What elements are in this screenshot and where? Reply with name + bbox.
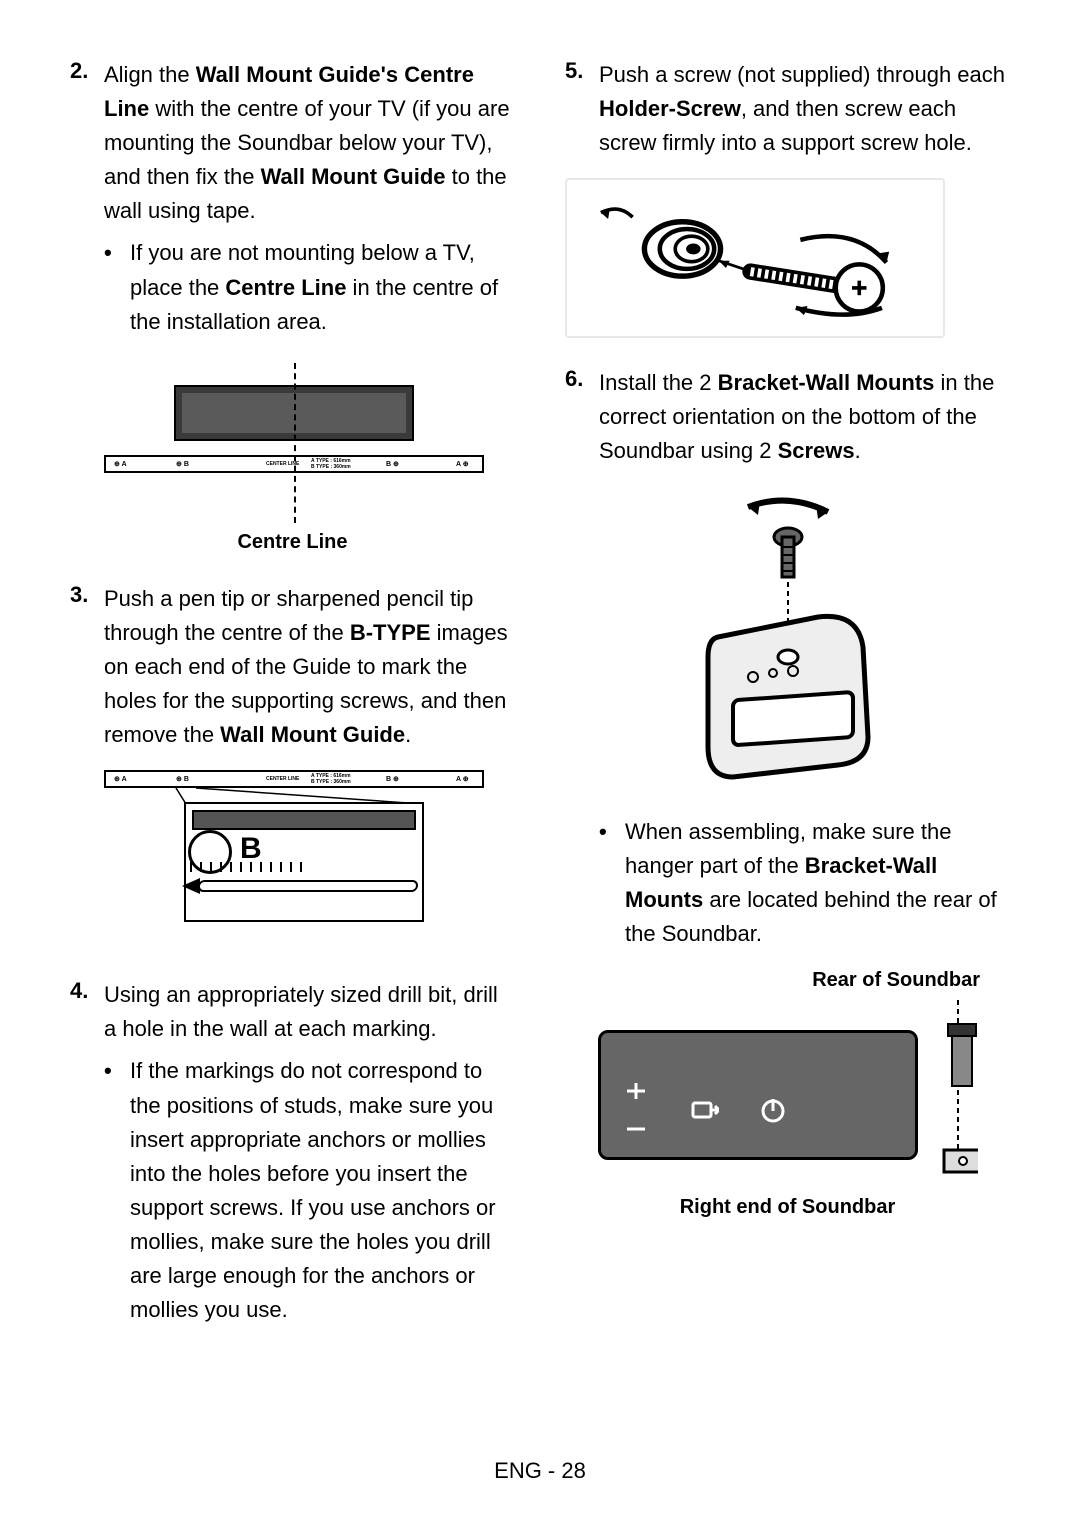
columns: 2. Align the Wall Mount Guide's Centre L…	[70, 58, 1010, 1347]
b-circle-icon	[188, 830, 232, 874]
power-icon	[759, 1097, 787, 1125]
step-number: 4.	[70, 978, 104, 1333]
step-body: Push a pen tip or sharpened pencil tip t…	[104, 582, 515, 752]
strip-label: B ⊕	[386, 460, 399, 468]
step-body: Push a screw (not supplied) through each…	[599, 58, 1010, 160]
text-bold: Wall Mount Guide	[261, 164, 446, 189]
text-bold: Wall Mount Guide	[220, 722, 405, 747]
text-bold: B-TYPE	[350, 620, 431, 645]
soundbar-controls	[621, 1081, 787, 1141]
strip-label: ⊕ B	[176, 460, 189, 468]
text-bold: Centre Line	[225, 275, 346, 300]
figure-pencil-mark: ⊕ A ⊕ B CENTER LINE A TYPE : 616mm B TYP…	[70, 770, 515, 950]
soundbar-body-icon	[598, 1030, 918, 1160]
step-body: Using an appropriately sized drill bit, …	[104, 978, 515, 1333]
text: Align the	[104, 62, 196, 87]
step-number: 2.	[70, 58, 104, 345]
left-column: 2. Align the Wall Mount Guide's Centre L…	[70, 58, 515, 1347]
step-body: Install the 2 Bracket-Wall Mounts in the…	[599, 366, 1010, 468]
step-number: 6.	[565, 366, 599, 468]
sub-list: If you are not mounting below a TV, plac…	[104, 236, 515, 338]
pencil-icon	[197, 880, 418, 892]
source-icon	[691, 1097, 719, 1125]
text: .	[855, 438, 861, 463]
holder-screw-icon	[577, 190, 933, 326]
figure-bracket-mount	[565, 487, 1010, 787]
b-label: B	[240, 832, 262, 866]
strip-label: ⊕ A	[114, 460, 127, 468]
step-number: 5.	[565, 58, 599, 160]
bracket-mount-icon	[638, 487, 938, 787]
text: .	[405, 722, 411, 747]
figure-centre-line: ⊕ A ⊕ B CENTER LINE A TYPE : 616mm B TYP…	[70, 363, 515, 554]
diagram-pencil: ⊕ A ⊕ B CENTER LINE A TYPE : 616mm B TYP…	[104, 770, 484, 950]
diagram-bracket	[638, 487, 938, 787]
step-6: 6. Install the 2 Bracket-Wall Mounts in …	[565, 366, 1010, 468]
sub-list: If the markings do not correspond to the…	[104, 1054, 515, 1327]
text-bold: Holder-Screw	[599, 96, 741, 121]
text: Using an appropriately sized drill bit, …	[104, 982, 498, 1041]
sub-list: When assembling, make sure the hanger pa…	[599, 815, 1010, 951]
step-3: 3. Push a pen tip or sharpened pencil ti…	[70, 582, 515, 752]
bullet: If you are not mounting below a TV, plac…	[104, 236, 515, 338]
step-2: 2. Align the Wall Mount Guide's Centre L…	[70, 58, 515, 345]
step-number: 3.	[70, 582, 104, 752]
page: 2. Align the Wall Mount Guide's Centre L…	[0, 0, 1080, 1532]
bullet: When assembling, make sure the hanger pa…	[599, 815, 1010, 951]
text: Push a screw (not supplied) through each	[599, 62, 1005, 87]
step-5: 5. Push a screw (not supplied) through e…	[565, 58, 1010, 160]
diagram-holder-screw	[565, 178, 945, 338]
text-bold: Bracket-Wall Mounts	[718, 370, 935, 395]
centre-line-dash-icon	[294, 363, 296, 523]
step-body: Align the Wall Mount Guide's Centre Line…	[104, 58, 515, 345]
bracket-side-icon	[938, 1000, 978, 1190]
caption-rear: Rear of Soundbar	[565, 969, 1010, 992]
volume-icons	[621, 1081, 651, 1141]
bullet: If the markings do not correspond to the…	[104, 1054, 515, 1327]
figure-rear-soundbar: Rear of Soundbar	[565, 969, 1010, 1219]
text: Install the 2	[599, 370, 718, 395]
step-4: 4. Using an appropriately sized drill bi…	[70, 978, 515, 1333]
strip-label: A TYPE : 616mm B TYPE : 360mm	[311, 458, 351, 470]
diagram-wallmount-guide: ⊕ A ⊕ B CENTER LINE A TYPE : 616mm B TYP…	[104, 363, 484, 523]
caption-right-end: Right end of Soundbar	[565, 1196, 1010, 1219]
figure-holder-screw	[565, 178, 1010, 338]
right-column: 5. Push a screw (not supplied) through e…	[565, 58, 1010, 1347]
text-bold: Screws	[778, 438, 855, 463]
diagram-rear-soundbar	[598, 1000, 978, 1190]
page-footer: ENG - 28	[0, 1458, 1080, 1484]
text: If the markings do not correspond to the…	[130, 1054, 515, 1327]
strip-label: A ⊕	[456, 460, 469, 468]
centre-line-label: Centre Line	[70, 531, 515, 554]
